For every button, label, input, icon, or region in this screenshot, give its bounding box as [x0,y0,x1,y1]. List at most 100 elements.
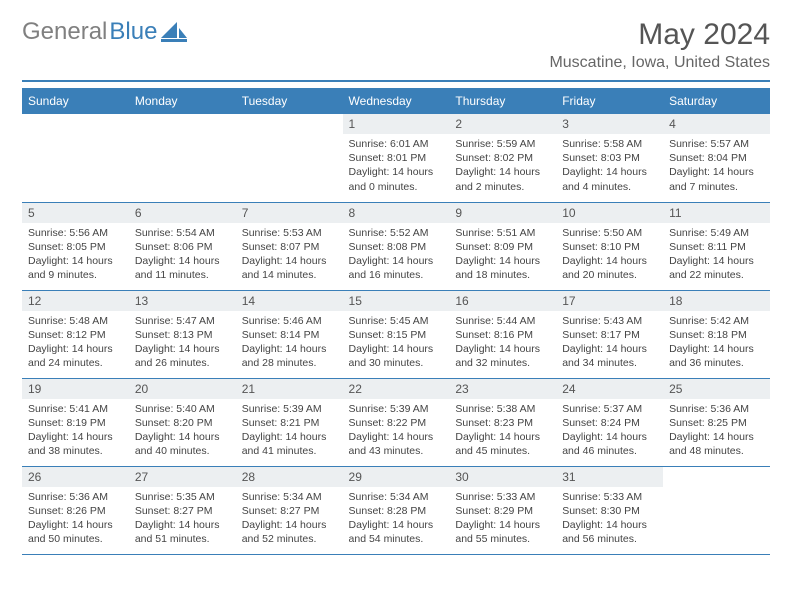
day-details: Sunrise: 5:35 AMSunset: 8:27 PMDaylight:… [129,487,236,551]
day-number: 2 [449,114,556,134]
sunrise-text: Sunrise: 5:50 AM [562,226,657,240]
calendar-cell: 3Sunrise: 5:58 AMSunset: 8:03 PMDaylight… [556,114,663,202]
day-header: Sunday [22,88,129,114]
daylight-text: Daylight: 14 hours and 24 minutes. [28,342,123,370]
sunset-text: Sunset: 8:14 PM [242,328,337,342]
sunrise-text: Sunrise: 5:34 AM [242,490,337,504]
calendar-cell: 27Sunrise: 5:35 AMSunset: 8:27 PMDayligh… [129,466,236,554]
calendar-cell: 17Sunrise: 5:43 AMSunset: 8:17 PMDayligh… [556,290,663,378]
sunset-text: Sunset: 8:30 PM [562,504,657,518]
calendar-cell [22,114,129,202]
calendar-cell: 9Sunrise: 5:51 AMSunset: 8:09 PMDaylight… [449,202,556,290]
sunrise-text: Sunrise: 5:53 AM [242,226,337,240]
day-header: Saturday [663,88,770,114]
daylight-text: Daylight: 14 hours and 11 minutes. [135,254,230,282]
day-details: Sunrise: 5:33 AMSunset: 8:29 PMDaylight:… [449,487,556,551]
calendar-cell: 8Sunrise: 5:52 AMSunset: 8:08 PMDaylight… [343,202,450,290]
calendar-cell: 20Sunrise: 5:40 AMSunset: 8:20 PMDayligh… [129,378,236,466]
daylight-text: Daylight: 14 hours and 16 minutes. [349,254,444,282]
daylight-text: Daylight: 14 hours and 32 minutes. [455,342,550,370]
sunset-text: Sunset: 8:16 PM [455,328,550,342]
calendar-cell: 10Sunrise: 5:50 AMSunset: 8:10 PMDayligh… [556,202,663,290]
day-number: 17 [556,291,663,311]
day-number: 30 [449,467,556,487]
daylight-text: Daylight: 14 hours and 22 minutes. [669,254,764,282]
sunrise-text: Sunrise: 5:48 AM [28,314,123,328]
sunset-text: Sunset: 8:15 PM [349,328,444,342]
location-text: Muscatine, Iowa, United States [549,54,770,76]
sunrise-text: Sunrise: 5:34 AM [349,490,444,504]
day-number: 8 [343,203,450,223]
calendar-week: 19Sunrise: 5:41 AMSunset: 8:19 PMDayligh… [22,378,770,466]
calendar-cell: 21Sunrise: 5:39 AMSunset: 8:21 PMDayligh… [236,378,343,466]
sunrise-text: Sunrise: 5:41 AM [28,402,123,416]
sunset-text: Sunset: 8:10 PM [562,240,657,254]
sunset-text: Sunset: 8:27 PM [135,504,230,518]
sunrise-text: Sunrise: 5:39 AM [349,402,444,416]
calendar-week: 26Sunrise: 5:36 AMSunset: 8:26 PMDayligh… [22,466,770,554]
daylight-text: Daylight: 14 hours and 45 minutes. [455,430,550,458]
daylight-text: Daylight: 14 hours and 38 minutes. [28,430,123,458]
day-header: Wednesday [343,88,450,114]
sunset-text: Sunset: 8:11 PM [669,240,764,254]
sunrise-text: Sunrise: 5:43 AM [562,314,657,328]
sunset-text: Sunset: 8:24 PM [562,416,657,430]
day-details: Sunrise: 5:38 AMSunset: 8:23 PMDaylight:… [449,399,556,463]
day-number: 27 [129,467,236,487]
calendar-week: 12Sunrise: 5:48 AMSunset: 8:12 PMDayligh… [22,290,770,378]
day-number: 11 [663,203,770,223]
day-number: 5 [22,203,129,223]
day-details: Sunrise: 5:39 AMSunset: 8:22 PMDaylight:… [343,399,450,463]
day-number: 21 [236,379,343,399]
day-details: Sunrise: 5:34 AMSunset: 8:28 PMDaylight:… [343,487,450,551]
sunset-text: Sunset: 8:02 PM [455,151,550,165]
calendar-week: 5Sunrise: 5:56 AMSunset: 8:05 PMDaylight… [22,202,770,290]
calendar-cell: 22Sunrise: 5:39 AMSunset: 8:22 PMDayligh… [343,378,450,466]
sunset-text: Sunset: 8:07 PM [242,240,337,254]
day-header: Tuesday [236,88,343,114]
sunset-text: Sunset: 8:05 PM [28,240,123,254]
day-number: 29 [343,467,450,487]
day-number: 6 [129,203,236,223]
calendar-cell: 29Sunrise: 5:34 AMSunset: 8:28 PMDayligh… [343,466,450,554]
daylight-text: Daylight: 14 hours and 55 minutes. [455,518,550,546]
calendar-cell: 7Sunrise: 5:53 AMSunset: 8:07 PMDaylight… [236,202,343,290]
day-number: 12 [22,291,129,311]
sunrise-text: Sunrise: 5:58 AM [562,137,657,151]
day-number: 10 [556,203,663,223]
calendar-cell: 11Sunrise: 5:49 AMSunset: 8:11 PMDayligh… [663,202,770,290]
calendar-table: SundayMondayTuesdayWednesdayThursdayFrid… [22,88,770,555]
day-number: 9 [449,203,556,223]
daylight-text: Daylight: 14 hours and 41 minutes. [242,430,337,458]
day-details: Sunrise: 5:39 AMSunset: 8:21 PMDaylight:… [236,399,343,463]
day-number: 19 [22,379,129,399]
sunrise-text: Sunrise: 5:39 AM [242,402,337,416]
day-details: Sunrise: 5:57 AMSunset: 8:04 PMDaylight:… [663,134,770,198]
day-number: 13 [129,291,236,311]
daylight-text: Daylight: 14 hours and 36 minutes. [669,342,764,370]
sunrise-text: Sunrise: 5:42 AM [669,314,764,328]
day-details: Sunrise: 5:43 AMSunset: 8:17 PMDaylight:… [556,311,663,375]
day-details: Sunrise: 5:45 AMSunset: 8:15 PMDaylight:… [343,311,450,375]
calendar-cell: 1Sunrise: 6:01 AMSunset: 8:01 PMDaylight… [343,114,450,202]
calendar-cell: 6Sunrise: 5:54 AMSunset: 8:06 PMDaylight… [129,202,236,290]
daylight-text: Daylight: 14 hours and 40 minutes. [135,430,230,458]
sunrise-text: Sunrise: 5:44 AM [455,314,550,328]
day-details: Sunrise: 6:01 AMSunset: 8:01 PMDaylight:… [343,134,450,198]
calendar-cell [663,466,770,554]
day-details: Sunrise: 5:49 AMSunset: 8:11 PMDaylight:… [663,223,770,287]
sunrise-text: Sunrise: 5:59 AM [455,137,550,151]
sunrise-text: Sunrise: 5:36 AM [28,490,123,504]
sunset-text: Sunset: 8:03 PM [562,151,657,165]
day-number: 25 [663,379,770,399]
daylight-text: Daylight: 14 hours and 43 minutes. [349,430,444,458]
sunrise-text: Sunrise: 5:33 AM [562,490,657,504]
sunset-text: Sunset: 8:04 PM [669,151,764,165]
sunset-text: Sunset: 8:25 PM [669,416,764,430]
sunset-text: Sunset: 8:12 PM [28,328,123,342]
calendar-cell: 30Sunrise: 5:33 AMSunset: 8:29 PMDayligh… [449,466,556,554]
day-details: Sunrise: 5:46 AMSunset: 8:14 PMDaylight:… [236,311,343,375]
calendar-head: SundayMondayTuesdayWednesdayThursdayFrid… [22,88,770,114]
day-details: Sunrise: 5:48 AMSunset: 8:12 PMDaylight:… [22,311,129,375]
calendar-cell: 26Sunrise: 5:36 AMSunset: 8:26 PMDayligh… [22,466,129,554]
